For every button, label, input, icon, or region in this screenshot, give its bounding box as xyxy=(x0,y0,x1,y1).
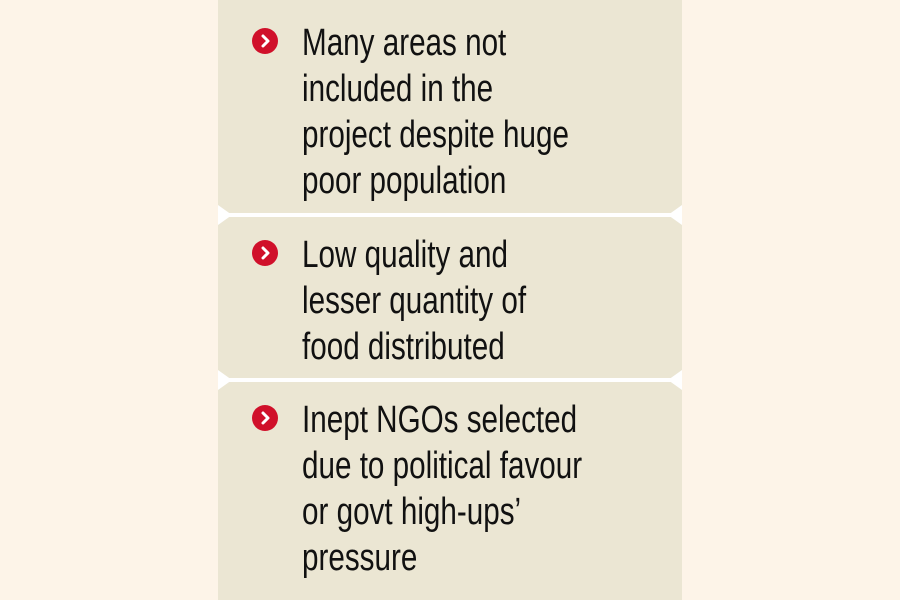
text-line: Low quality and xyxy=(302,234,508,276)
divider xyxy=(218,213,682,217)
text-line: included in the xyxy=(302,68,494,110)
text-line: due to political favour xyxy=(302,445,583,487)
text-line: Inept NGOs selected xyxy=(302,399,578,441)
item-text: Low quality and lesser quantity of food … xyxy=(302,232,708,370)
text-line: poor population xyxy=(302,160,507,202)
chevron-right-circle-icon xyxy=(252,240,278,266)
text-line: pressure xyxy=(302,537,418,579)
text-line: food distributed xyxy=(302,326,505,368)
text-line: Many areas not xyxy=(302,22,507,64)
chevron-right-circle-icon xyxy=(252,28,278,54)
chevron-right-circle-icon xyxy=(252,405,278,431)
divider-notch-right xyxy=(668,370,682,390)
info-panel xyxy=(218,0,682,600)
item-text: Inept NGOs selected due to political fav… xyxy=(302,397,708,581)
item-text: Many areas not included in the project d… xyxy=(302,20,708,204)
text-line: project despite huge xyxy=(302,114,569,156)
text-line: or govt high-ups’ xyxy=(302,491,522,533)
divider xyxy=(218,378,682,382)
text-line: lesser quantity of xyxy=(302,280,527,322)
divider-notch-left xyxy=(218,205,232,225)
divider-notch-left xyxy=(218,370,232,390)
divider-notch-right xyxy=(668,205,682,225)
